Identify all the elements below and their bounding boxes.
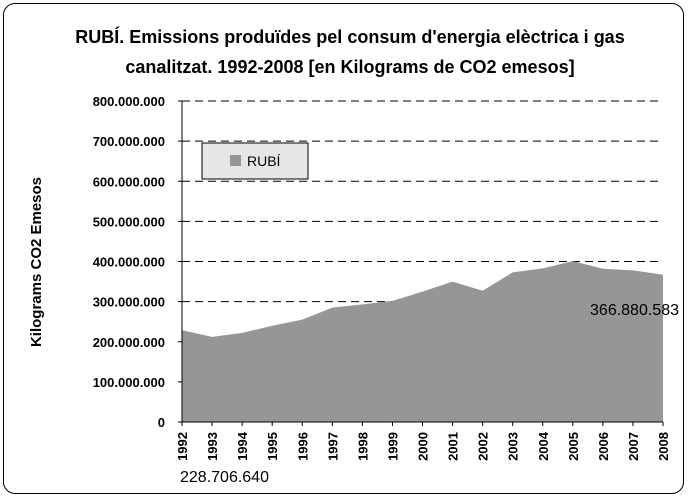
x-tick-label: 2006 <box>596 432 611 461</box>
y-tick-label: 400.000.000 <box>93 255 165 270</box>
x-tick-label: 1993 <box>205 432 220 461</box>
y-tick-label: 800.000.000 <box>93 94 165 109</box>
y-tick-label: 300.000.000 <box>93 295 165 310</box>
x-tick-label: 2007 <box>626 432 641 461</box>
y-tick-label: 500.000.000 <box>93 214 165 229</box>
x-tick-labels: 1992 1993 1994 1995 1996 1997 1998 1999 2000 2001… <box>175 431 671 461</box>
x-tick-label: 1994 <box>235 431 250 461</box>
x-tick-label: 2005 <box>566 432 581 461</box>
area-series <box>182 261 663 422</box>
x-tick-label: 1998 <box>355 432 370 461</box>
axes <box>178 100 664 426</box>
data-label: 228.706.640 <box>180 469 269 486</box>
y-tick-label: 200.000.000 <box>93 335 165 350</box>
data-labels: 228.706.640 366.880.583 <box>180 302 679 486</box>
legend-swatch <box>230 155 241 166</box>
legend-box <box>201 142 309 180</box>
y-tick-label: 700.000.000 <box>93 134 165 149</box>
data-label: 366.880.583 <box>590 302 679 319</box>
y-axis-label: Kilograms CO2 Emesos <box>28 177 45 347</box>
y-tick-label: 100.000.000 <box>93 375 165 390</box>
x-tick-label: 1995 <box>265 432 280 461</box>
x-tick-label: 2008 <box>656 432 671 461</box>
x-tick-label: 1999 <box>385 432 400 461</box>
y-tick-label: 600.000.000 <box>93 174 165 189</box>
x-tick-label: 1992 <box>175 432 190 461</box>
y-tick-labels: 0 100.000.000 200.000.000 300.000.000 400.00… <box>93 94 165 430</box>
chart-title-line2: canalitzat. 1992-2008 [en Kilograms de C… <box>125 57 575 77</box>
x-tick-label: 1996 <box>295 432 310 461</box>
x-tick-label: 2004 <box>536 431 551 461</box>
x-tick-label: 2003 <box>506 432 521 461</box>
y-tick-label: 0 <box>158 415 165 430</box>
legend-label: RUBÍ <box>247 153 281 169</box>
x-tick-label: 2001 <box>446 432 461 461</box>
x-tick-label: 2000 <box>416 432 431 461</box>
x-tick-label: 1997 <box>325 432 340 461</box>
chart-title-line1: RUBÍ. Emissions produïdes pel consum d'e… <box>75 27 625 47</box>
legend: RUBÍ <box>201 142 309 180</box>
x-tick-label: 2002 <box>476 432 491 461</box>
area-fill <box>182 261 663 422</box>
chart-title: RUBÍ. Emissions produïdes pel consum d'e… <box>40 22 660 82</box>
